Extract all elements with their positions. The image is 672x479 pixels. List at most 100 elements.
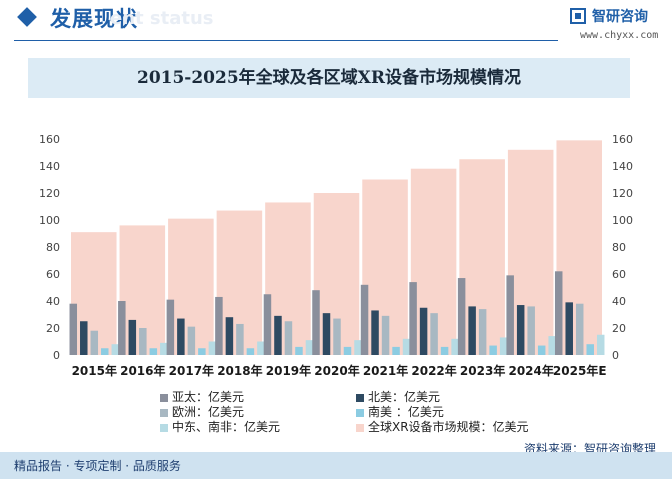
logo-url: www.chyxx.com (580, 30, 659, 41)
bar-series2-0 (90, 330, 99, 355)
bar-series0-9 (506, 275, 514, 355)
bar-series3-0 (101, 348, 109, 355)
bar-series4-7 (451, 338, 459, 355)
section-header: 发展现状 ent status (0, 0, 672, 48)
bar-series2-3 (236, 323, 244, 355)
x-tick-label-10: 2025年E (553, 363, 607, 378)
y-tick-left-80: 80 (46, 241, 60, 254)
y-tick-right-60: 60 (612, 268, 626, 281)
legend-swatch-1 (356, 393, 364, 402)
legend-label-1: 北美：亿美元 (368, 390, 441, 404)
bar-series3-1 (149, 348, 158, 355)
x-tick-label-3: 2018年 (217, 363, 262, 378)
bar-series0-0 (69, 303, 78, 355)
legend-label-0: 亚太：亿美元 (172, 390, 245, 404)
bar-series3-3 (246, 348, 255, 355)
bar-series4-5 (354, 340, 362, 355)
legend-item-0: 亚太：亿美元 (160, 388, 244, 405)
legend-label-2: 欧洲：亿美元 (172, 405, 245, 419)
x-tick-label-8: 2023年 (460, 363, 505, 378)
logo-name: 智研咨询 (592, 9, 648, 25)
bar-series1-1 (128, 319, 137, 355)
bar-series3-10 (586, 344, 594, 355)
legend-swatch-3 (356, 408, 364, 417)
x-tick-label-9: 2024年 (508, 363, 553, 378)
bar-series2-1 (139, 328, 147, 355)
bar-series1-6 (371, 310, 379, 355)
y-tick-left-100: 100 (39, 214, 60, 227)
bar-series3-4 (295, 346, 303, 355)
header-divider (14, 40, 558, 41)
y-tick-right-20: 20 (612, 322, 626, 335)
bar-series4-2 (208, 341, 217, 355)
footer-slogan: 精品报告 · 专项定制 · 品质服务 (14, 459, 181, 473)
bar-series4-10 (596, 334, 605, 355)
legend-label-3: 南美 ：亿美元 (368, 405, 444, 419)
x-tick-label-4: 2019年 (266, 363, 311, 378)
bar-series3-9 (537, 345, 546, 355)
bar-series3-6 (392, 346, 400, 355)
y-tick-right-80: 80 (612, 241, 626, 254)
legend-item-3: 南美 ：亿美元 (356, 403, 444, 420)
bar-series1-4 (274, 315, 282, 355)
bar-series1-3 (225, 317, 234, 355)
bar-series1-9 (516, 305, 525, 355)
bar-series2-9 (527, 306, 535, 355)
logo-mark-icon (570, 8, 586, 24)
legend-item-2: 欧洲：亿美元 (160, 403, 244, 420)
y-tick-left-40: 40 (46, 295, 60, 308)
bar-series1-10 (565, 302, 573, 355)
bar-series3-2 (198, 348, 206, 355)
legend-label-4: 中东、南非：亿美元 (172, 420, 281, 434)
bar-series1-2 (177, 318, 185, 355)
bar-series0-2 (166, 299, 175, 355)
bar-series2-8 (478, 309, 487, 355)
legend-swatch-4 (160, 423, 168, 432)
bar-series2-7 (430, 313, 438, 355)
chart-title: 2015-2025年全球及各区域XR设备市场规模情况 (136, 68, 521, 88)
legend-label-5: 全球XR设备市场规模：亿美元 (368, 420, 529, 434)
bar-series1-5 (322, 313, 331, 355)
bar-series4-0 (111, 344, 120, 355)
bar-series0-1 (118, 301, 126, 355)
bar-series0-3 (215, 296, 223, 355)
bar-series4-3 (257, 341, 265, 355)
legend-swatch-0 (160, 393, 168, 402)
bar-series0-4 (263, 294, 272, 355)
x-tick-label-5: 2020年 (314, 363, 359, 378)
section-watermark: ent status (110, 8, 214, 29)
bar-series0-8 (457, 278, 466, 355)
x-tick-label-7: 2022年 (411, 363, 456, 378)
bar-series4-4 (305, 340, 314, 355)
bar-series4-8 (499, 337, 508, 355)
y-tick-left-0: 0 (53, 349, 60, 362)
bar-series1-0 (80, 321, 88, 355)
bar-series0-5 (312, 290, 320, 355)
bar-series0-7 (409, 282, 417, 355)
bar-series0-10 (554, 271, 563, 355)
legend-item-4: 中东、南非：亿美元 (160, 418, 280, 435)
bar-series3-7 (440, 346, 449, 355)
y-tick-right-120: 120 (612, 187, 633, 200)
bar-series3-8 (489, 345, 497, 355)
y-tick-left-160: 160 (39, 133, 60, 146)
y-tick-right-100: 100 (612, 214, 633, 227)
y-tick-left-140: 140 (39, 160, 60, 173)
bar-series2-4 (284, 321, 293, 355)
diamond-icon (17, 7, 37, 27)
y-tick-left-60: 60 (46, 268, 60, 281)
y-tick-right-140: 140 (612, 160, 633, 173)
bar-series2-10 (575, 303, 584, 355)
y-tick-right-40: 40 (612, 295, 626, 308)
legend-swatch-5 (356, 423, 364, 432)
x-tick-label-2: 2017年 (169, 363, 214, 378)
y-tick-left-120: 120 (39, 187, 60, 200)
legend-swatch-2 (160, 408, 168, 417)
x-tick-label-6: 2021年 (363, 363, 408, 378)
bar-series2-5 (333, 318, 341, 355)
bar-chart: 0 0 20 20 40 40 60 60 80 80 100 100 120 120 140 140 160 1… (39, 133, 633, 378)
bar-series4-9 (548, 336, 556, 355)
y-tick-right-160: 160 (612, 133, 633, 146)
section-title: 发展现状 (50, 7, 138, 31)
y-tick-right-0: 0 (612, 349, 619, 362)
